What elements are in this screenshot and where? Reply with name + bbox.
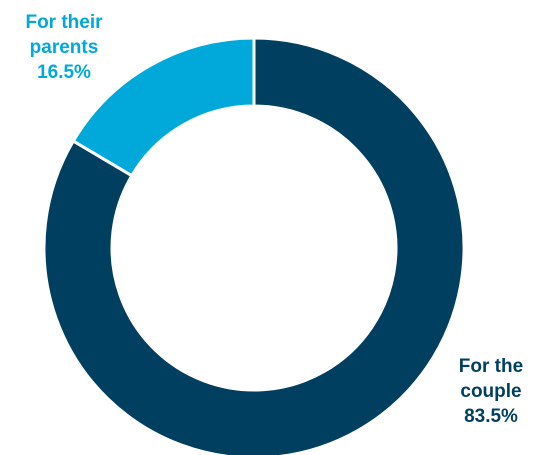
label-parents-line1: For their [0, 10, 128, 35]
label-couple-line1: For the [442, 354, 540, 379]
label-parents-value: 16.5% [0, 60, 128, 85]
label-for-the-couple: For the couple 83.5% [442, 354, 540, 429]
label-couple-line2: couple [442, 379, 540, 404]
label-parents-line2: parents [0, 35, 128, 60]
label-for-their-parents: For their parents 16.5% [0, 10, 128, 85]
label-couple-value: 83.5% [442, 404, 540, 429]
